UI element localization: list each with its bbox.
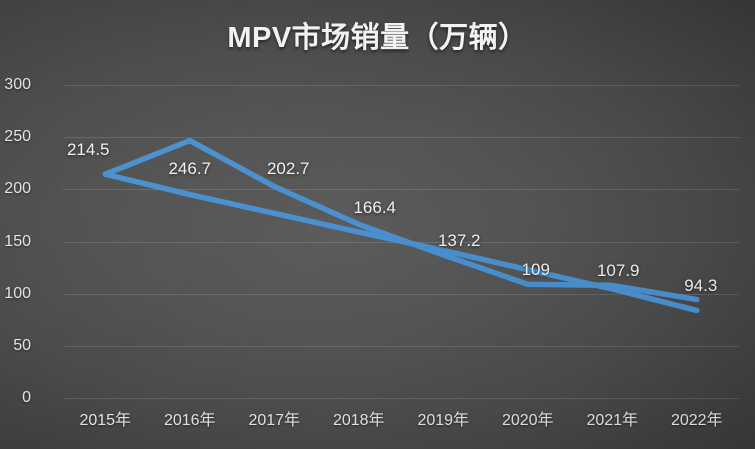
x-axis-tick-label: 2022年 bbox=[670, 412, 723, 429]
gridline bbox=[63, 293, 739, 295]
gridline bbox=[63, 85, 739, 86]
y-axis-tick-label: 100 bbox=[4, 284, 31, 302]
series-line bbox=[102, 171, 700, 314]
y-axis-tick-label: 50 bbox=[13, 336, 31, 354]
x-axis-tick-label: 2016年 bbox=[163, 412, 216, 429]
x-axis-tick-label: 2019年 bbox=[417, 412, 470, 429]
y-axis-tick-label: 250 bbox=[4, 128, 31, 146]
y-axis-tick-label: 0 bbox=[22, 389, 31, 406]
x-axis-tick-label: 2020年 bbox=[501, 412, 554, 429]
data-point-label: 107.9 bbox=[596, 261, 640, 281]
data-point-label: 214.5 bbox=[66, 140, 110, 160]
gridline bbox=[63, 345, 739, 347]
x-axis-tick-label: 2021年 bbox=[586, 412, 639, 429]
x-axis-tick-label: 2015年 bbox=[79, 412, 132, 429]
data-point-label: 137.2 bbox=[437, 230, 481, 250]
data-point-label: 202.7 bbox=[266, 158, 310, 178]
data-point-label: 94.3 bbox=[684, 275, 718, 295]
data-point-label: 109 bbox=[521, 260, 550, 280]
x-axis-tick-label: 2018年 bbox=[332, 412, 385, 429]
gridline bbox=[63, 398, 739, 399]
gridline bbox=[63, 189, 739, 191]
chart-title: MPV市场销量（万辆） bbox=[227, 22, 528, 54]
gridline bbox=[63, 137, 739, 139]
data-point-label: 246.7 bbox=[168, 158, 212, 178]
x-axis-tick-label: 2017年 bbox=[248, 412, 301, 429]
y-axis-tick-label: 300 bbox=[4, 76, 31, 93]
data-point-label: 166.4 bbox=[353, 198, 397, 218]
plot-area: 0 50 100 150 200 250 300 bbox=[4, 76, 739, 406]
y-axis-tick-label: 200 bbox=[4, 180, 31, 198]
y-axis-tick-label: 150 bbox=[4, 232, 31, 250]
